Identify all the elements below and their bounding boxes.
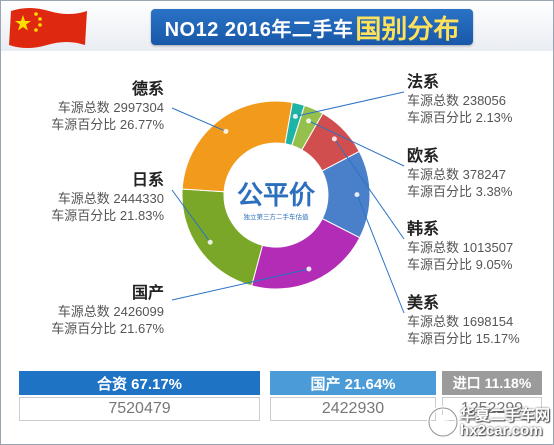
title-main: NO12 2016年二手车 <box>164 18 354 41</box>
label-fa-name: 法系 <box>407 74 440 91</box>
label-ou: 欧系 车源总数 378247 车源百分比 3.38% <box>407 147 512 200</box>
leader-guo <box>171 268 310 301</box>
leader-dot-ou <box>306 118 312 124</box>
label-guo: 国产 车源总数 2426099 车源百分比 21.67% <box>51 284 164 337</box>
label-ou-name: 欧系 <box>407 148 440 165</box>
label-de-count: 车源总数 2997304 <box>57 100 164 115</box>
title-accent: 国别分布 <box>355 13 460 44</box>
label-de-name: 德系 <box>131 81 164 98</box>
label-mei-name: 美系 <box>407 295 440 312</box>
label-de-percent: 车源百分比 26.77% <box>51 117 164 132</box>
label-han-name: 韩系 <box>407 221 440 238</box>
label-guo-count: 车源总数 2426099 <box>57 304 164 319</box>
leader-ri <box>171 189 211 243</box>
label-ri-name: 日系 <box>131 172 164 189</box>
label-guo-name: 国产 <box>131 285 164 302</box>
import-header: 进口 11.18% <box>442 371 542 395</box>
gongpingjia-logo: 公平价 独立第三方二手车估值 <box>237 180 316 221</box>
page-title: NO12 2016年二手车 国别分布 <box>151 9 473 45</box>
logo-tagline: 独立第三方二手车估值 <box>244 212 310 221</box>
leader-dot-fa <box>292 113 298 119</box>
joint-venture-header: 合资 67.17% <box>19 371 260 395</box>
leader-de <box>171 107 227 132</box>
leader-mei <box>356 194 405 314</box>
joint-venture-value: 7520479 <box>19 397 260 421</box>
label-fa-percent: 车源百分比 2.13% <box>407 110 513 125</box>
label-ri: 日系 车源总数 2444330 车源百分比 21.83% <box>51 171 164 224</box>
logo-name: 公平价 <box>237 180 316 210</box>
china-flag-icon <box>9 8 87 48</box>
watermark-line1: 华夏二手车网 <box>460 407 551 424</box>
leader-lines <box>171 91 405 314</box>
leader-fa <box>295 91 405 117</box>
header: NO12 2016年二手车 国别分布 <box>1 1 553 51</box>
leader-dot-ri <box>207 239 213 245</box>
leader-han <box>333 138 405 240</box>
label-guo-percent: 车源百分比 21.67% <box>51 321 164 336</box>
donut-slices <box>181 100 371 290</box>
label-fa-count: 车源总数 238056 <box>407 93 506 108</box>
label-han: 韩系 车源总数 1013507 车源百分比 9.05% <box>407 220 513 273</box>
leader-ou <box>308 120 405 167</box>
domestic-value: 2422930 <box>270 397 436 421</box>
label-han-count: 车源总数 1013507 <box>407 240 514 255</box>
label-mei: 美系 车源总数 1698154 车源百分比 15.17% <box>407 294 520 347</box>
label-han-percent: 车源百分比 9.05% <box>407 257 513 272</box>
leader-dot-de <box>223 128 229 134</box>
label-fa: 法系 车源总数 238056 车源百分比 2.13% <box>407 73 512 126</box>
label-mei-percent: 车源百分比 15.17% <box>407 331 520 346</box>
import-value: 1252299 <box>442 397 542 421</box>
leader-dot-han <box>331 136 337 142</box>
domestic-header: 国产 21.64% <box>270 371 436 395</box>
label-ou-count: 车源总数 378247 <box>407 167 506 182</box>
label-ri-percent: 车源百分比 21.83% <box>51 208 164 223</box>
label-ou-percent: 车源百分比 3.38% <box>407 184 513 199</box>
donut-hole <box>224 143 328 247</box>
hx2car-watermark-icon <box>427 406 459 438</box>
watermark-line2: hx2car.com <box>460 422 543 439</box>
leader-dot-mei <box>354 192 360 198</box>
label-mei-count: 车源总数 1698154 <box>407 314 514 329</box>
label-ri-count: 车源总数 2444330 <box>57 191 164 206</box>
leader-dot-guo <box>306 266 312 272</box>
label-de: 德系 车源总数 2997304 车源百分比 26.77% <box>51 80 164 133</box>
